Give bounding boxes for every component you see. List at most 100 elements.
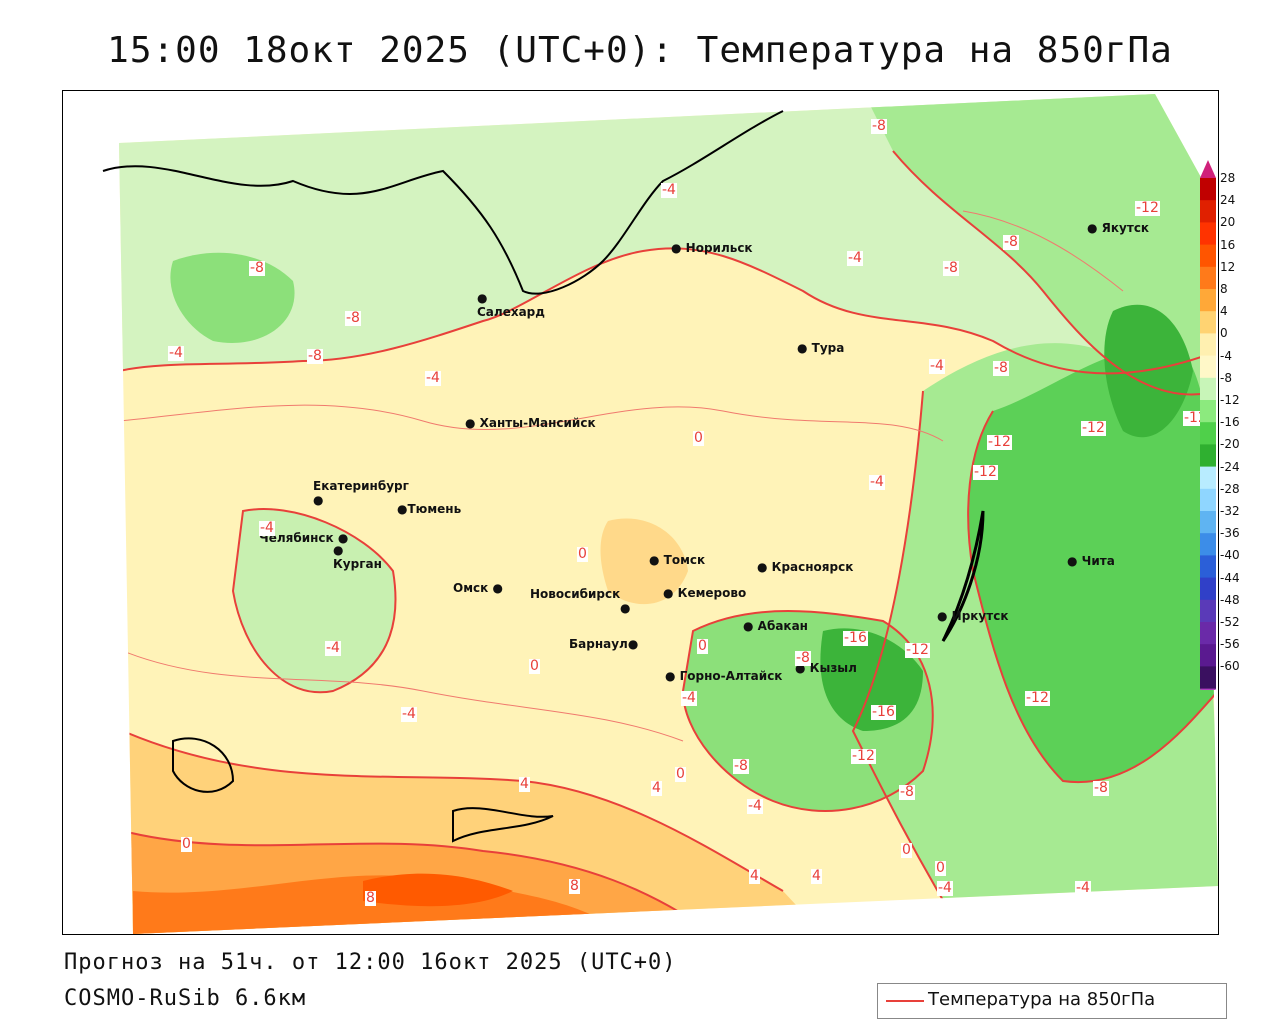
- lake-balkhash: [452, 807, 554, 843]
- contour-label: -12: [973, 464, 998, 480]
- city-label: Екатеринбург: [313, 479, 409, 493]
- colorbar-tick-label: -24: [1220, 459, 1240, 474]
- colorbar-swatch: [1200, 577, 1216, 601]
- city-kyzyl[interactable]: ● Кызыл: [795, 661, 857, 675]
- city-kemerovo[interactable]: ● Кемерово: [663, 586, 747, 600]
- city-label: Кемерово: [677, 586, 747, 600]
- isotherm-group: [119, 150, 1218, 934]
- contour-label: 0: [935, 860, 946, 876]
- isotherm-mountain: [681, 610, 934, 812]
- field-plus16-band: [363, 873, 513, 907]
- contour-label: -8: [249, 260, 265, 276]
- contour-label: 0: [577, 546, 588, 562]
- contour-label: -4: [847, 250, 863, 266]
- contour-label: -8: [1003, 234, 1019, 250]
- contour-label: 0: [675, 766, 686, 782]
- city-kurgan[interactable]: ● Курган: [333, 543, 382, 571]
- city-norilsk[interactable]: ● Норильск: [671, 241, 753, 255]
- lake-baikal: [941, 510, 985, 642]
- coastline-group: [102, 110, 985, 843]
- city-gorno-altaysk[interactable]: ● Горно-Алтайск: [665, 669, 783, 683]
- colorbar-swatch: [1200, 355, 1216, 379]
- contour-label: -4: [401, 706, 417, 722]
- contour-label: -8: [899, 784, 915, 800]
- contour-label: -4: [325, 640, 341, 656]
- city-barnaul[interactable]: Барнаул●: [569, 637, 639, 651]
- city-label: Новосибирск: [530, 587, 621, 601]
- contour-label: -8: [307, 348, 323, 364]
- colorbar-swatch: [1200, 289, 1216, 312]
- contour-label: -12: [1135, 200, 1160, 216]
- city-irkutsk[interactable]: ● Иркутск: [937, 609, 1009, 623]
- city-label: Тюмень: [407, 502, 462, 516]
- city-novosibirsk[interactable]: Новосибирск ●: [530, 587, 631, 615]
- city-label: Иркутск: [951, 609, 1009, 623]
- contour-label: -4: [168, 345, 184, 361]
- contour-label: -4: [425, 370, 441, 386]
- colorbar-tick-label: 0: [1220, 326, 1228, 341]
- city-krasnoyarsk[interactable]: ● Красноярск: [757, 560, 854, 574]
- colorbar-swatch: [1200, 311, 1216, 334]
- isotherm-zero: [122, 730, 784, 892]
- colorbar-tick-label: 4: [1220, 304, 1228, 319]
- temperature-map[interactable]: [63, 91, 1218, 934]
- city-label: Красноярск: [771, 560, 854, 574]
- city-omsk[interactable]: Омск ●: [453, 581, 503, 595]
- map-title: 15:00 18окт 2025 (UTC+0): Температура на…: [107, 30, 1173, 71]
- colorbar-swatch: [1200, 200, 1216, 223]
- city-khanty-mansiysk[interactable]: ● Ханты-Мансийск: [465, 416, 596, 430]
- model-info: COSMO-RuSib 6.6км: [64, 986, 307, 1011]
- city-yakutsk[interactable]: ● Якутск: [1087, 221, 1150, 235]
- city-tyumen[interactable]: ●Тюмень: [397, 502, 462, 516]
- colorbar-swatch: [1200, 222, 1216, 246]
- colorbar-swatch: [1200, 555, 1216, 579]
- contour-label: 0: [693, 430, 704, 446]
- colorbar-swatch: [1200, 377, 1216, 401]
- contour-label: -4: [937, 880, 953, 896]
- contour-label: -8: [943, 260, 959, 276]
- colorbar-tick-label: 16: [1220, 237, 1236, 252]
- map-panel[interactable]: ● Норильск ● Якутск ● Салехард ● Тура ● Х…: [62, 90, 1219, 935]
- field-warm-spot: [600, 518, 688, 605]
- colorbar-tick-label: 12: [1220, 259, 1236, 274]
- colorbar-swatch: [1200, 422, 1216, 445]
- colorbar-tick-label: -4: [1220, 348, 1232, 363]
- contour-label: 4: [519, 776, 530, 792]
- colorbar-tick-label: -60: [1220, 659, 1240, 674]
- colorbar-swatch: [1200, 511, 1216, 534]
- city-chita[interactable]: ● Чита: [1067, 554, 1115, 568]
- contour-label: -8: [733, 758, 749, 774]
- legend-label: Температура на 850гПа: [928, 989, 1156, 1010]
- city-ekaterinburg[interactable]: Екатеринбург ●: [313, 479, 409, 507]
- city-tura[interactable]: ● Тура: [797, 341, 845, 355]
- contour-label: -12: [1025, 690, 1050, 706]
- city-chelyabinsk[interactable]: Челябинск ●: [259, 531, 349, 545]
- colorbar-tick-label: 20: [1220, 215, 1236, 230]
- thin-isotherm-group: [119, 210, 1124, 742]
- colorbar-tick-label: -40: [1220, 548, 1240, 563]
- contour-label: -4: [259, 520, 275, 536]
- contour-label: -8: [871, 118, 887, 134]
- isotherm-plus4: [122, 830, 714, 934]
- city-label: Томск: [663, 553, 706, 567]
- city-label: Барнаул: [569, 637, 628, 651]
- contour-label: -8: [795, 650, 811, 666]
- colorbar-swatch: [1200, 599, 1216, 623]
- contour-label: -8: [345, 310, 361, 326]
- city-salekhard[interactable]: ● Салехард: [477, 291, 545, 319]
- colorbar-swatch: [1200, 400, 1216, 423]
- colorbar-tick-label: -12: [1220, 393, 1240, 407]
- colorbar-top-arrow: [1200, 160, 1216, 178]
- city-tomsk[interactable]: ● Томск: [649, 553, 706, 567]
- contour-label: 0: [901, 842, 912, 858]
- contour-label: -4: [1075, 880, 1091, 896]
- isotherm-minus12: [967, 410, 1218, 784]
- city-label: Чита: [1081, 554, 1115, 568]
- contour-label: -12: [905, 642, 930, 658]
- city-abakan[interactable]: ● Абакан: [743, 619, 808, 633]
- colorbar-tick-label: 28: [1220, 171, 1236, 185]
- colorbar-tick-label: -44: [1220, 570, 1240, 585]
- isotherm-minus4-east: [851, 390, 964, 934]
- colorbar-swatch: [1200, 488, 1216, 512]
- contour-label: -8: [1093, 780, 1109, 796]
